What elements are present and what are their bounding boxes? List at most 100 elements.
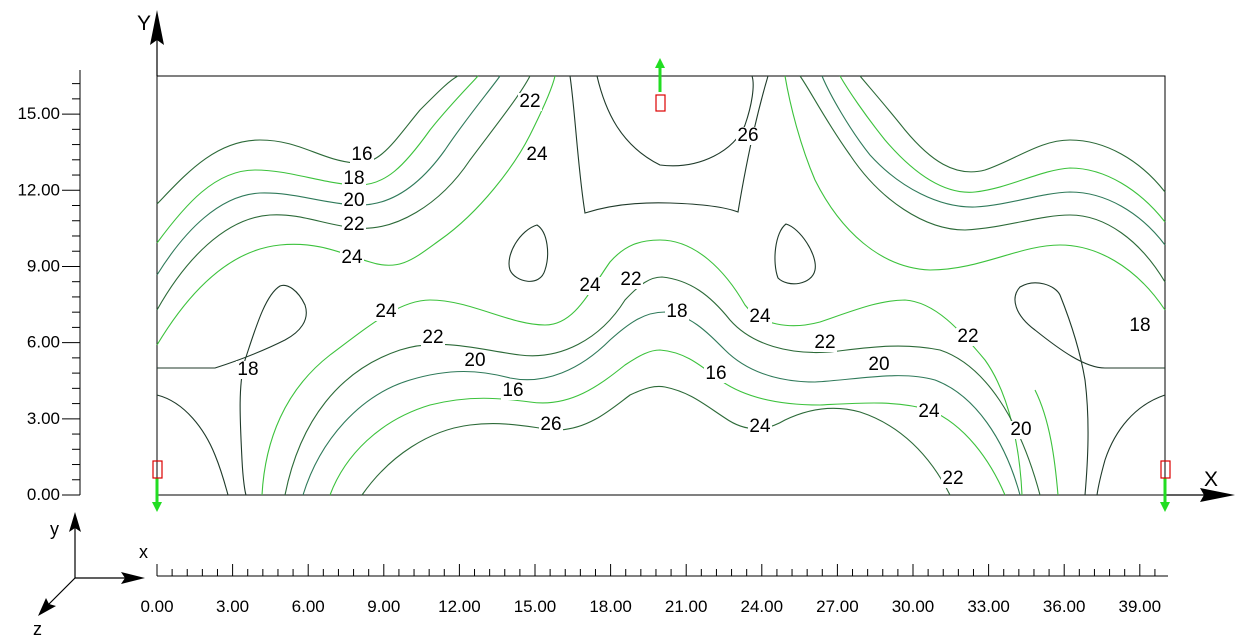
svg-text:22: 22 — [942, 468, 963, 489]
support-top-center — [655, 58, 666, 112]
contour-label: 24 — [917, 401, 941, 422]
contour-label: 22 — [342, 214, 366, 235]
contour-label: 24 — [340, 247, 364, 268]
svg-text:24: 24 — [749, 306, 771, 327]
svg-text:18: 18 — [1129, 315, 1150, 336]
contour-18-upper-right — [839, 75, 1166, 223]
svg-text:24: 24 — [341, 247, 363, 268]
contour-20-upper-left — [156, 75, 501, 276]
y-ruler: 0.00 3.00 6.00 9.00 12.00 15.00 — [17, 70, 81, 504]
svg-text:24: 24 — [918, 401, 940, 422]
contour-16-lower — [361, 385, 951, 496]
x-ruler: 0.00 3.00 6.00 9.00 12.00 15.00 18.00 21.00 24.0… — [140, 564, 1168, 616]
x-tick-label: 30.00 — [892, 597, 935, 616]
svg-text:20: 20 — [464, 350, 485, 371]
x-tick-label: 21.00 — [665, 597, 708, 616]
svg-text:26: 26 — [737, 125, 758, 146]
x-tick-label: 12.00 — [438, 597, 481, 616]
y-tick-label: 15.00 — [17, 104, 60, 123]
y-tick-label: 0.00 — [27, 485, 60, 504]
x-tick-label: 9.00 — [367, 597, 400, 616]
contour-label: 24 — [374, 301, 398, 322]
x-tick-label: 39.00 — [1119, 597, 1162, 616]
contour-label: 26 — [736, 125, 760, 146]
svg-text:16: 16 — [351, 144, 372, 165]
contour-label: 24 — [748, 416, 772, 437]
svg-text:26: 26 — [540, 414, 561, 435]
contour-18-lower — [329, 349, 1006, 496]
y-tick-label: 3.00 — [27, 409, 60, 428]
contour-24-right-edge — [1034, 389, 1059, 496]
svg-text:24: 24 — [749, 416, 771, 437]
svg-text:22: 22 — [343, 214, 364, 235]
contour-label: 22 — [813, 332, 837, 353]
contour-26-top-bowl — [596, 75, 754, 167]
coordinate-triad: y x z — [33, 512, 148, 638]
svg-text:22: 22 — [519, 91, 540, 112]
contour-label: 18 — [665, 301, 689, 322]
contour-label: 20 — [342, 190, 366, 211]
triad-z-label: z — [33, 619, 42, 638]
contour-label: 22 — [956, 326, 980, 347]
y-axis-name: Y — [137, 12, 151, 35]
contour-16-upper-left — [156, 75, 459, 205]
svg-text:24: 24 — [579, 275, 601, 296]
contour-20-upper-right — [821, 75, 1166, 246]
x-tick-label: 15.00 — [514, 597, 557, 616]
y-tick-label: 12.00 — [17, 180, 60, 199]
contour-label: 24 — [525, 144, 549, 165]
contour-20-lower — [302, 311, 1021, 496]
contour-26-right-mid — [1014, 282, 1165, 496]
contour-label: 16 — [704, 363, 728, 384]
contour-label: 24 — [578, 275, 602, 296]
contour-24-upper-left — [156, 75, 556, 346]
contour-label: 20 — [463, 350, 487, 371]
svg-text:24: 24 — [526, 144, 548, 165]
svg-text:18: 18 — [237, 359, 258, 380]
x-axis-name: X — [1204, 468, 1218, 491]
y-tick-label: 6.00 — [27, 333, 60, 352]
contour-label: 20 — [1009, 419, 1033, 440]
triad-y-label: y — [50, 519, 59, 539]
contour-label: 18 — [1128, 315, 1152, 336]
svg-text:16: 16 — [705, 363, 726, 384]
contour-26-central — [569, 75, 769, 214]
contour-26-left-loop — [508, 224, 549, 282]
contour-26-left-mid — [157, 284, 307, 496]
contour-26-right-loop — [774, 223, 816, 285]
x-tick-label: 0.00 — [140, 597, 173, 616]
support-bottom-right — [1160, 460, 1171, 512]
svg-text:22: 22 — [422, 327, 443, 348]
contour-16-upper-right — [859, 75, 1166, 193]
contour-22-lower — [284, 276, 1041, 496]
contour-label: 24 — [748, 306, 772, 327]
contour-22-upper-right — [799, 75, 1166, 283]
x-tick-label: 18.00 — [589, 597, 632, 616]
x-tick-label: 6.00 — [292, 597, 325, 616]
svg-text:20: 20 — [1010, 419, 1031, 440]
svg-text:16: 16 — [502, 380, 523, 401]
contour-label: 16 — [350, 144, 374, 165]
x-tick-label: 24.00 — [741, 597, 784, 616]
svg-text:22: 22 — [620, 269, 641, 290]
svg-text:24: 24 — [375, 301, 397, 322]
svg-text:18: 18 — [666, 301, 687, 322]
contour-label: 22 — [941, 468, 965, 489]
x-tick-label: 36.00 — [1043, 597, 1086, 616]
x-tick-label: 33.00 — [967, 597, 1010, 616]
contour-24-upper-right — [784, 75, 1166, 311]
support-bottom-left — [152, 460, 163, 512]
contour-26-left-corner — [156, 394, 229, 496]
contour-label: 16 — [501, 380, 525, 401]
svg-text:22: 22 — [957, 326, 978, 347]
contour-26-right-corner — [1096, 394, 1166, 496]
contour-label: 18 — [236, 359, 260, 380]
x-tick-label: 3.00 — [216, 597, 249, 616]
contour-label: 22 — [619, 269, 643, 290]
global-y-axis: Y — [137, 10, 164, 76]
contour-label: 22 — [421, 327, 445, 348]
triad-x-label: x — [139, 542, 148, 562]
contour-label: 18 — [342, 168, 366, 189]
